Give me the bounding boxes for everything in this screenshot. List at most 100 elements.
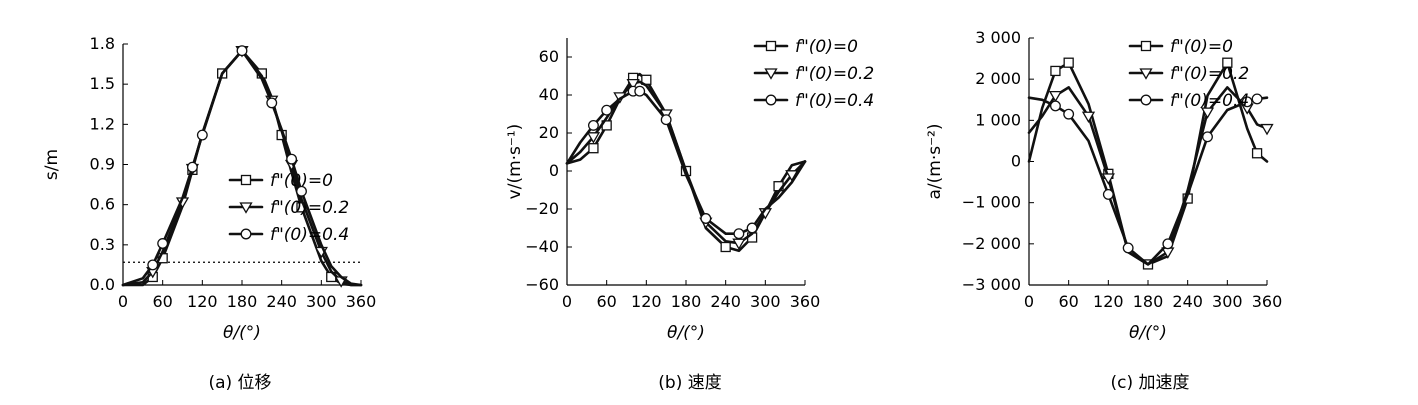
legend-label: f"(0)=0.4 — [270, 225, 349, 245]
series-line — [121, 49, 363, 287]
figure-caption: (c) 加速度 — [1110, 373, 1189, 393]
x-tick-label: 240 — [710, 292, 741, 311]
y-axis-label: v/(m·s⁻¹) — [505, 124, 525, 200]
data-point — [660, 114, 672, 126]
x-tick-label: 240 — [266, 292, 297, 311]
data-point — [1202, 131, 1213, 143]
x-tick-label: 300 — [306, 292, 337, 311]
y-axis-label: a/(m·s⁻²) — [925, 123, 945, 199]
x-tick-label: 360 — [1252, 292, 1283, 311]
y-tick-label: −40 — [525, 237, 559, 256]
data-point — [1081, 111, 1096, 124]
data-point — [1048, 90, 1063, 103]
chart-panel-a: 0 60 120 180 240 300 360 0.0 0.3 0.6 0.9 1.2 1.5 1.8 θ… — [42, 34, 376, 393]
chart-panel-c: 0 60 120 180 240 300 360 −3 000 −2 000 −1 000 0 1 0… — [925, 28, 1282, 393]
y-tick-label: 20 — [539, 123, 559, 142]
figure-caption: (b) 速度 — [658, 373, 721, 393]
legend-marker — [764, 68, 778, 80]
data-point — [733, 228, 745, 240]
data-point — [720, 241, 731, 253]
legend-label: f"(0)=0.2 — [795, 64, 874, 84]
series-circle — [1027, 93, 1269, 266]
x-tick-label: 120 — [631, 292, 662, 311]
data-point — [1222, 57, 1233, 68]
legend-marker — [1140, 94, 1152, 106]
data-point — [147, 259, 159, 271]
data-point — [1063, 108, 1075, 120]
x-axis-label: θ/(°) — [667, 323, 705, 343]
y-tick-label: 0.0 — [90, 275, 115, 294]
data-point — [186, 161, 198, 173]
legend-label: f"(0)=0 — [795, 37, 858, 57]
x-tick-label: 0 — [562, 292, 572, 311]
y-tick-label: 1 000 — [975, 110, 1021, 129]
data-point — [746, 222, 758, 234]
x-tick-label: 240 — [1172, 292, 1203, 311]
data-point — [1049, 100, 1061, 112]
data-point — [586, 132, 601, 144]
data-point — [157, 238, 169, 249]
y-tick-label: 1.5 — [90, 74, 115, 93]
data-point — [1063, 57, 1074, 68]
x-tick-label: 60 — [1058, 292, 1078, 311]
legend-label: f"(0)=0.4 — [795, 91, 874, 111]
y-tick-label: 0.3 — [90, 235, 115, 254]
legend-label: f"(0)=0.2 — [1170, 64, 1249, 84]
legend-marker — [240, 174, 252, 186]
x-tick-label: 0 — [1024, 292, 1034, 311]
y-tick-label: −60 — [525, 275, 559, 294]
legend-label: f"(0)=0.4 — [1170, 91, 1249, 111]
data-point — [588, 143, 599, 154]
legend-marker — [765, 40, 777, 52]
series-line — [1027, 96, 1269, 266]
legend-marker — [1139, 68, 1153, 80]
data-point — [1101, 173, 1115, 185]
data-point — [601, 104, 613, 116]
x-axis-label: θ/(°) — [1129, 323, 1167, 343]
x-tick-label: 120 — [187, 292, 218, 311]
y-tick-label: −1 000 — [962, 193, 1021, 212]
data-point — [634, 85, 646, 97]
data-point — [1251, 93, 1263, 105]
y-tick-label: 0.9 — [90, 155, 115, 174]
x-tick-label: 180 — [671, 292, 702, 311]
data-point — [1200, 107, 1215, 119]
y-tick-label: 3 000 — [975, 28, 1021, 47]
data-point — [1251, 148, 1263, 159]
x-tick-label: 360 — [790, 292, 821, 311]
data-point — [1241, 96, 1253, 108]
y-tick-label: 60 — [539, 47, 559, 66]
legend-label: f"(0)=0 — [1170, 37, 1233, 57]
data-point — [1050, 65, 1061, 77]
series-line — [565, 80, 807, 245]
x-tick-label: 180 — [227, 292, 258, 311]
data-point — [1122, 242, 1134, 254]
data-point — [587, 119, 599, 131]
y-tick-label: 1.8 — [90, 34, 115, 53]
series-circle — [121, 45, 363, 287]
x-tick-label: 60 — [152, 292, 172, 311]
y-tick-label: −3 000 — [962, 275, 1021, 294]
legend-marker — [1140, 40, 1152, 52]
y-tick-label: 1.2 — [90, 114, 115, 133]
legend-marker — [239, 202, 253, 214]
data-point — [1102, 188, 1114, 200]
x-tick-label: 180 — [1133, 292, 1164, 311]
data-point — [296, 185, 307, 197]
x-tick-label: 0 — [118, 292, 128, 311]
data-point — [700, 213, 712, 224]
chart-panel-b: 0 60 120 180 240 300 360 −60 −40 −20 0 20 40 60 θ/(°) v… — [505, 37, 874, 393]
data-point — [1162, 238, 1174, 250]
data-point — [785, 170, 799, 182]
x-tick-label: 360 — [346, 292, 377, 311]
data-point — [1260, 123, 1274, 136]
y-tick-label: −20 — [525, 199, 559, 218]
legend-marker — [240, 228, 252, 240]
figure-caption: (a) 位移 — [208, 373, 271, 393]
y-tick-label: 0 — [549, 161, 559, 180]
data-point — [266, 97, 278, 109]
y-tick-label: 0 — [1011, 152, 1021, 171]
data-point — [286, 153, 298, 165]
x-tick-label: 120 — [1093, 292, 1124, 311]
data-point — [236, 45, 248, 57]
